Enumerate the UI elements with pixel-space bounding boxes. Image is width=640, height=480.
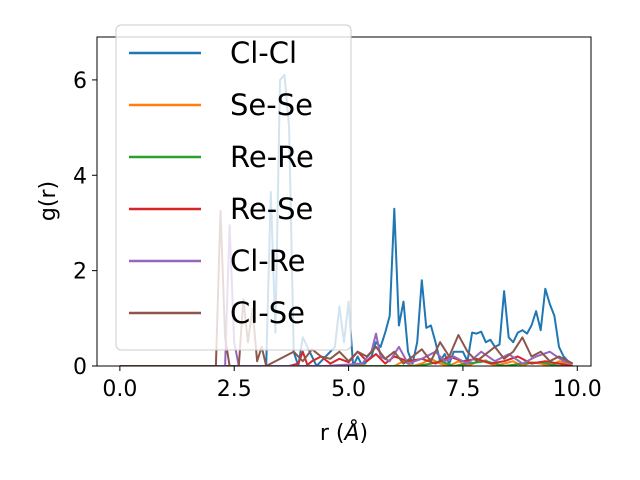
x-axis-label-close: ) <box>360 421 369 446</box>
legend-label-cl-cl: Cl-Cl <box>230 36 297 70</box>
legend-label-re-se: Re-Se <box>230 192 313 226</box>
x-axis-label: r (Å) <box>320 419 368 446</box>
y-tick-label: 6 <box>73 69 87 94</box>
x-axis-label-main: r ( <box>320 421 345 446</box>
y-tick-label: 0 <box>73 355 87 380</box>
legend-label-se-se: Se-Se <box>230 88 313 122</box>
x-tick-label: 5.0 <box>331 377 366 402</box>
legend-label-cl-se: Cl-Se <box>230 296 305 330</box>
legend-label-re-re: Re-Re <box>230 140 314 174</box>
y-tick-label: 2 <box>73 260 87 285</box>
y-axis-label: g(r) <box>36 181 61 221</box>
x-tick-label: 2.5 <box>217 377 252 402</box>
series-line-cl-re <box>119 224 573 366</box>
x-tick-label: 7.5 <box>445 377 480 402</box>
x-tick-label: 10.0 <box>553 377 602 402</box>
legend-items: Cl-Cl Se-Se Re-Re Re-Se Cl-Re Cl-Se <box>129 36 314 330</box>
legend: Cl-Cl Se-Se Re-Re Re-Se Cl-Re Cl-Se <box>115 24 352 351</box>
x-axis-label-unit: Å <box>342 419 359 446</box>
legend-label-cl-re: Cl-Re <box>230 244 305 278</box>
series-line-re-re <box>119 360 573 366</box>
y-tick-label: 4 <box>73 164 87 189</box>
ticks-layer: 0.0 2.5 5.0 7.5 10.0 0 2 4 6 <box>73 69 602 402</box>
x-tick-label: 0.0 <box>102 377 137 402</box>
